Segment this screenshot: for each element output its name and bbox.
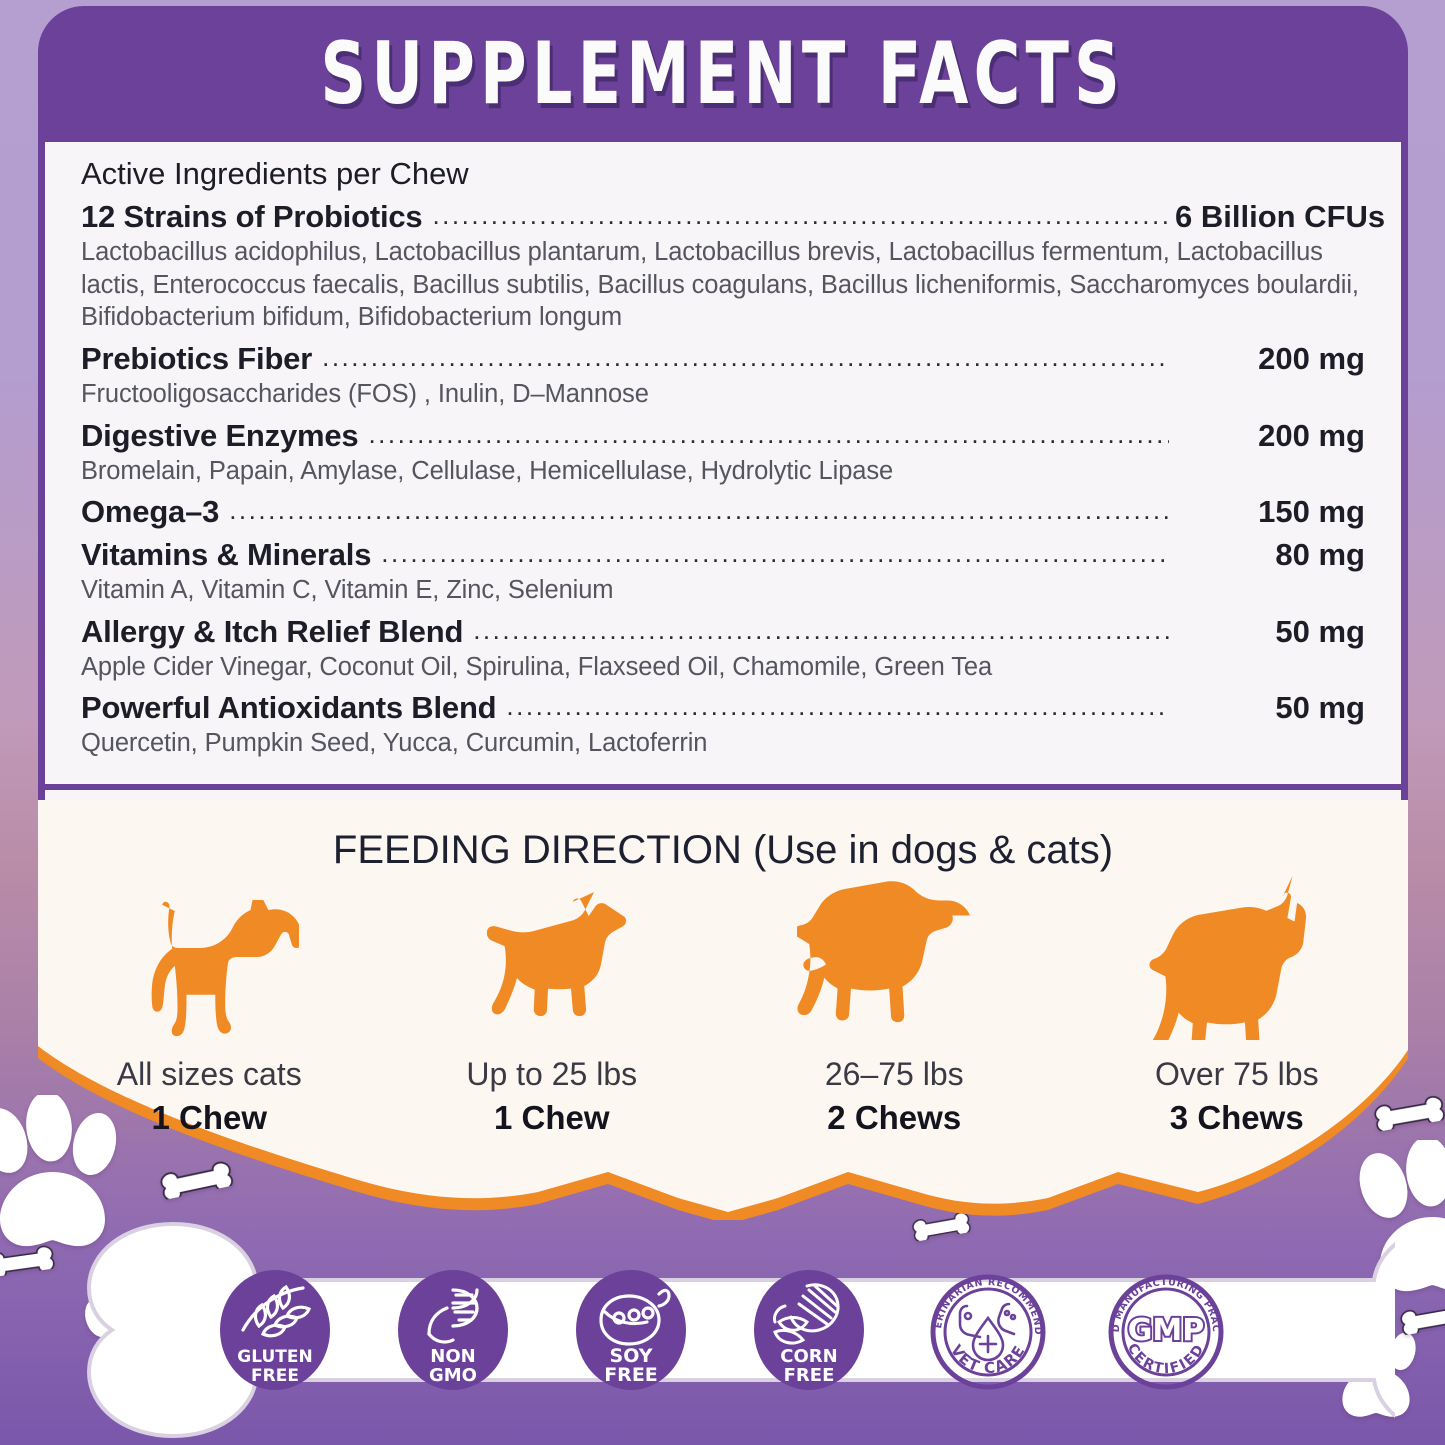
badge-non-gmo[interactable]: NON GMO xyxy=(393,1268,513,1393)
ingredient-block: Allergy & Itch Relief Blend ............… xyxy=(81,614,1365,684)
feeding-dose-item: 26–75 lbs 2 Chews xyxy=(744,880,1044,1137)
ingredient-block: Digestive Enzymes ......................… xyxy=(81,418,1365,488)
badge-line2: GMO xyxy=(429,1365,477,1386)
feeding-direction-title: FEEDING DIRECTION (Use in dogs & cats) xyxy=(332,828,1114,872)
leader-dots: ........................................… xyxy=(432,202,1169,228)
leader-dots: ........................................… xyxy=(322,343,1169,370)
badge-line2: FREE xyxy=(251,1366,299,1386)
feeding-dose-label: 2 Chews xyxy=(827,1099,962,1136)
ingredient-amount: 50 mg xyxy=(1275,690,1365,726)
leader-dots: ........................................… xyxy=(506,693,1169,720)
badge-gluten-free[interactable]: GLUTEN FREE xyxy=(215,1268,335,1393)
ingredient-block: Omega–3 ................................… xyxy=(81,494,1365,530)
ingredient-row: Omega–3 ................................… xyxy=(81,494,1365,530)
ingredient-row: Vitamins & Minerals ....................… xyxy=(81,537,1365,573)
ingredient-row: 12 Strains of Probiotics ...............… xyxy=(81,199,1386,235)
ingredient-sublist: Apple Cider Vinegar, Coconut Oil, Spirul… xyxy=(81,652,993,681)
ingredient-block: 12 Strains of Probiotics ...............… xyxy=(81,199,1386,334)
label-header: SUPPLEMENT FACTS xyxy=(38,6,1408,142)
feeding-dose-item: Over 75 lbs 3 Chews xyxy=(1087,875,1387,1137)
badge-line2: FREE xyxy=(784,1365,835,1386)
ingredient-amount: 80 mg xyxy=(1275,537,1365,573)
leader-dots: ........................................… xyxy=(368,420,1169,447)
feeding-content: FEEDING DIRECTION (Use in dogs & cats) A… xyxy=(38,800,1408,1220)
ingredient-sublist: Fructooligosaccharides (FOS) , Inulin, D… xyxy=(81,379,649,408)
badge-line1: CORN xyxy=(780,1346,837,1367)
ingredient-amount: 50 mg xyxy=(1275,613,1365,649)
ingredient-block: Vitamins & Minerals ....................… xyxy=(81,537,1365,607)
ingredient-amount: 200 mg xyxy=(1258,417,1365,453)
badge-corn-free[interactable]: CORN FREE xyxy=(749,1268,869,1393)
badge-line2: FREE xyxy=(604,1364,658,1386)
ingredient-name: Digestive Enzymes xyxy=(81,417,359,453)
active-ingredients-heading: Active Ingredients per Chew xyxy=(81,156,469,191)
ingredient-amount: 150 mg xyxy=(1258,494,1365,530)
gmp-label: GMP xyxy=(1128,1313,1204,1348)
feeding-panel-shape xyxy=(38,800,1408,1220)
ingredient-name: Omega–3 xyxy=(81,494,220,530)
bone-icon xyxy=(0,1241,56,1278)
leader-dots: ........................................… xyxy=(381,540,1169,567)
medium-dog-silhouette-icon xyxy=(744,880,1044,1040)
ingredient-sublist: Bromelain, Papain, Amylase, Cellulase, H… xyxy=(81,456,894,485)
certification-badges: GLUTEN FREE NON GMO xyxy=(215,1268,1225,1393)
feeding-dose-item: Up to 25 lbs 1 Chew xyxy=(402,880,702,1137)
badge-gmp-certified[interactable]: GOOD MANUFACTURING PRACTICE CERTIFIED GM… xyxy=(1105,1268,1225,1393)
small-dog-silhouette-icon xyxy=(402,880,702,1040)
badge-line1: GLUTEN xyxy=(237,1347,312,1367)
badge-soy-free[interactable]: SOY FREE xyxy=(571,1268,691,1393)
badge-line1: SOY xyxy=(610,1345,653,1367)
feeding-weight-label: 26–75 lbs xyxy=(824,1056,964,1092)
feeding-dose-label: 1 Chew xyxy=(151,1099,268,1136)
ingredient-block: Powerful Antioxidants Blend ............… xyxy=(81,690,1365,760)
ingredient-sublist: Quercetin, Pumpkin Seed, Yucca, Curcumin… xyxy=(81,729,708,758)
feeding-dose-item: All sizes cats 1 Chew xyxy=(59,880,359,1137)
cat-silhouette-icon xyxy=(59,880,359,1040)
ingredient-row: Powerful Antioxidants Blend ............… xyxy=(81,690,1365,726)
feeding-dose-label: 3 Chews xyxy=(1169,1099,1304,1136)
supplement-facts-panel: Active Ingredients per Chew 12 Strains o… xyxy=(38,142,1408,901)
vet-care-outer-text: VETERINARIAN RECOMMENDED xyxy=(927,1268,1042,1336)
feeding-weight-label: Over 75 lbs xyxy=(1154,1056,1319,1092)
badge-line1: NON xyxy=(430,1346,475,1367)
ingredient-name: Allergy & Itch Relief Blend xyxy=(81,613,464,649)
ingredient-block: Prebiotics Fiber .......................… xyxy=(81,341,1365,411)
bone-icon xyxy=(1398,1296,1445,1336)
feeding-dose-list: All sizes cats 1 Chew Up to 25 lbs 1 Che… xyxy=(38,875,1408,1137)
feeding-panel-background xyxy=(38,800,1408,1212)
ingredient-row: Prebiotics Fiber .......................… xyxy=(81,341,1365,377)
ingredient-sublist: Lactobacillus acidophilus, Lactobacillus… xyxy=(81,238,1359,332)
ingredient-amount: 200 mg xyxy=(1258,340,1365,376)
ingredient-amount: 6 Billion CFUs xyxy=(1175,199,1386,234)
large-dog-silhouette-icon xyxy=(1087,875,1387,1040)
leader-dots: ........................................… xyxy=(229,497,1169,524)
feeding-direction-section: FEEDING DIRECTION (Use in dogs & cats) A… xyxy=(38,800,1408,1220)
ingredient-sublist: Vitamin A, Vitamin C, Vitamin E, Zinc, S… xyxy=(81,576,614,605)
ingredient-name: 12 Strains of Probiotics xyxy=(81,199,423,234)
page-title: SUPPLEMENT FACTS xyxy=(320,24,1126,124)
ingredient-name: Powerful Antioxidants Blend xyxy=(81,690,497,726)
feeding-weight-label: Up to 25 lbs xyxy=(466,1056,638,1092)
active-ingredients-section: Active Ingredients per Chew 12 Strains o… xyxy=(45,156,1401,770)
ingredient-name: Prebiotics Fiber xyxy=(81,340,313,376)
feeding-weight-label: All sizes cats xyxy=(116,1056,302,1092)
ingredient-name: Vitamins & Minerals xyxy=(81,537,372,573)
feeding-dose-label: 1 Chew xyxy=(493,1099,610,1136)
svg-text:VETERINARIAN RECOMMENDED: VETERINARIAN RECOMMENDED xyxy=(927,1268,1043,1336)
ingredient-row: Allergy & Itch Relief Blend ............… xyxy=(81,614,1365,650)
ingredient-row: Digestive Enzymes ......................… xyxy=(81,418,1365,454)
leader-dots: ........................................… xyxy=(473,616,1169,643)
badge-vet-care[interactable]: VETERINARIAN RECOMMENDED VET CARE xyxy=(927,1268,1047,1393)
